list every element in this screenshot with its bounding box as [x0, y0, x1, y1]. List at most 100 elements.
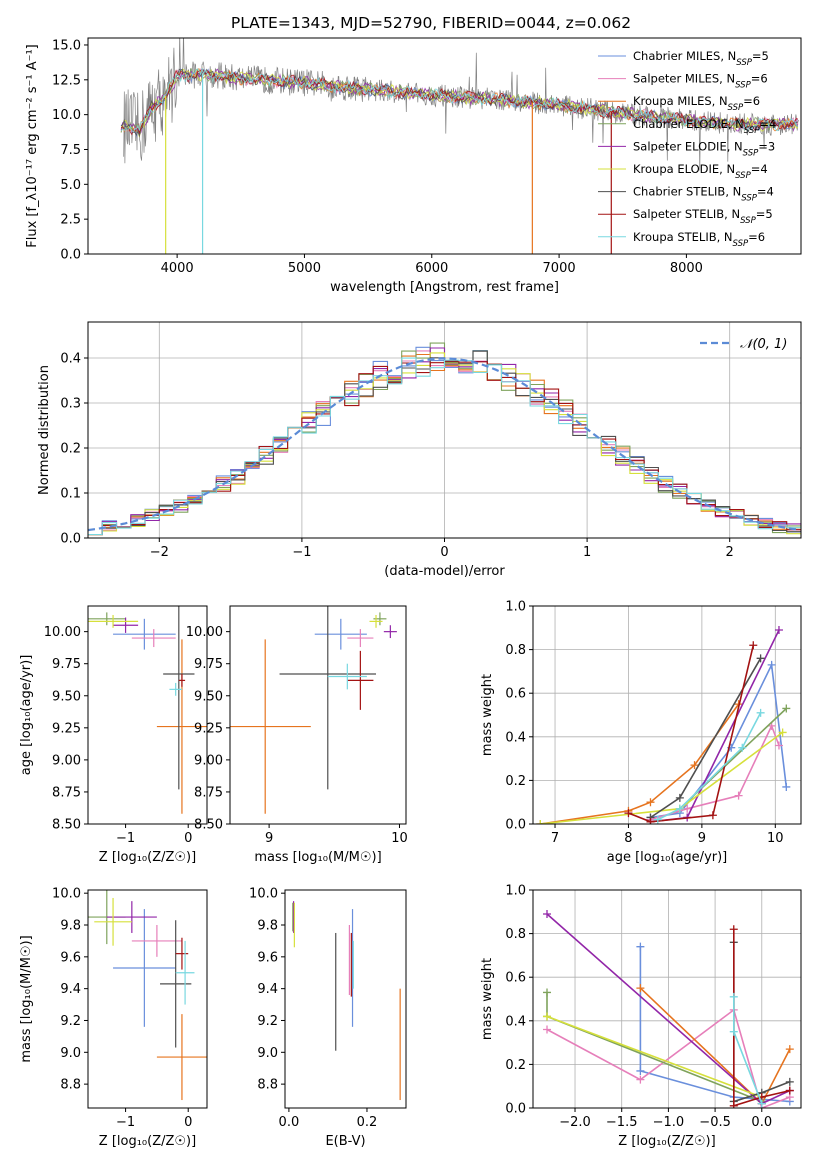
- series-salpeter-stelib: [628, 645, 755, 823]
- y-tick-label: 9.75: [194, 657, 223, 672]
- y-tick-label: 9.6: [257, 950, 278, 965]
- series-kroupa-stelib: [657, 712, 762, 821]
- panel-weight-age: 7 8 9 10 0.0 0.2 0.4 0.6 0.8 1.0 age [log₁₀(age/yr…: [480, 600, 802, 865]
- y-tick-label: 0.4: [505, 1014, 526, 1029]
- y-tick-label: 8.75: [52, 785, 81, 800]
- plot-area: [88, 606, 207, 814]
- series-salpeter-miles-marker: [774, 741, 783, 750]
- series-kroupa-miles-marker: [636, 984, 645, 993]
- x-tick-label: 7000: [543, 261, 576, 276]
- legend-label: Kroupa MILES, NSSP=6: [633, 94, 760, 113]
- y-tick-label: 9.0: [257, 1046, 278, 1061]
- x-axis-label: wavelength [Angstrom, rest frame]: [330, 280, 559, 295]
- y-tick-label: 10.0: [249, 887, 278, 902]
- figure-title: PLATE=1343, MJD=52790, FIBERID=0044, z=0…: [231, 14, 631, 32]
- y-tick-label: 8.8: [257, 1078, 278, 1093]
- y-tick-label: 9.2: [257, 1014, 278, 1029]
- series-chabrier-miles-marker: [767, 660, 776, 669]
- y-tick-label: 0.0: [60, 532, 81, 547]
- series-chabrier-stelib-marker: [756, 654, 765, 663]
- series-salpeter-stelib-marker: [646, 817, 655, 824]
- y-tick-label: 8.8: [60, 1078, 81, 1093]
- y-tick-label: 0.1: [60, 487, 81, 502]
- plot-area: [536, 625, 791, 824]
- panel-weight-z: −2.0 −1.5 −1.0 −0.5 0.0 0.0 0.2 0.4 0.6 0.8 1.0 Z […: [480, 884, 802, 1149]
- x-tick-label: −1: [116, 831, 135, 846]
- plot-area: [230, 606, 397, 814]
- legend-label: Chabrier ELODIE, NSSP=4: [633, 117, 776, 136]
- y-tick-label: 9.8: [257, 919, 278, 934]
- x-axis-label: mass [log₁₀(M/M☉)]: [254, 850, 381, 865]
- series-salpeter-miles-marker: [683, 804, 692, 813]
- axes-frame: [532, 605, 802, 825]
- axes-frame: [87, 605, 208, 825]
- y-tick-label: 5.0: [60, 178, 81, 193]
- panel-z-age: −1 0 8.50 8.75 9.00 9.25 9.50 9.75 10.00 Z [log₁₀…: [19, 605, 208, 865]
- plot-area: [88, 342, 801, 536]
- series-kroupa-elodie-marker: [778, 728, 787, 737]
- x-tick-label: 0.0: [751, 1115, 772, 1130]
- y-axis-label: mass weight: [480, 674, 495, 756]
- y-tick-label: 10.0: [52, 108, 81, 123]
- series-chabrier-miles-marker: [636, 942, 645, 951]
- y-tick-label: 9.75: [52, 657, 81, 672]
- y-tick-label: 1.0: [505, 600, 526, 615]
- x-tick-label: −2: [150, 545, 169, 560]
- y-tick-label: 0.2: [60, 442, 81, 457]
- x-tick-label: −2.0: [559, 1115, 591, 1130]
- x-axis-label: E(B-V): [325, 1134, 365, 1149]
- y-tick-label: 7.5: [60, 143, 81, 158]
- y-tick-label: 12.5: [52, 73, 81, 88]
- x-tick-label: 8: [624, 831, 632, 846]
- series-kroupa-miles-marker: [785, 1045, 794, 1054]
- y-tick-label: 9.50: [194, 689, 223, 704]
- series-salpeter-elodie-marker: [774, 625, 783, 634]
- x-tick-label: 10: [767, 831, 784, 846]
- series-kroupa-stelib-marker: [757, 1099, 766, 1108]
- x-axis-label: Z [log₁₀(Z/Z☉)]: [99, 1134, 196, 1149]
- legend-label: Chabrier MILES, NSSP=5: [633, 49, 769, 68]
- y-axis-label: Flux [f_λ10⁻¹⁷ erg cm⁻² s⁻¹ A⁻¹]: [25, 44, 40, 248]
- series-salpeter-stelib-marker: [624, 809, 633, 818]
- y-tick-label: 9.2: [60, 1014, 81, 1029]
- y-tick-label: 0.6: [505, 971, 526, 986]
- series-chabrier-miles-marker: [782, 782, 791, 791]
- legend-label: Salpeter ELODIE, NSSP=3: [633, 139, 775, 158]
- x-tick-label: −0.5: [699, 1115, 731, 1130]
- x-tick-label: 9: [698, 831, 706, 846]
- y-tick-label: 10.00: [186, 625, 223, 640]
- y-tick-label: 0.2: [505, 1058, 526, 1073]
- y-tick-label: 0.8: [505, 643, 526, 658]
- series-salpeter-miles-marker: [636, 1075, 645, 1084]
- x-tick-label: −1.0: [653, 1115, 685, 1130]
- x-axis-label: age [log₁₀(age/yr)]: [607, 850, 728, 865]
- x-tick-label: 2: [726, 545, 734, 560]
- x-tick-label: 1: [583, 545, 591, 560]
- y-tick-label: 10.0: [52, 887, 81, 902]
- x-tick-label: 0: [184, 1115, 192, 1130]
- legend-label: Kroupa ELODIE, NSSP=4: [633, 162, 768, 181]
- y-tick-label: 9.0: [60, 1046, 81, 1061]
- x-tick-label: 8000: [670, 261, 703, 276]
- series-chabrier-stelib-marker: [675, 793, 684, 802]
- series-kroupa-miles-marker: [690, 761, 699, 770]
- x-axis-label: (data-model)/error: [384, 564, 505, 579]
- x-tick-label: 7: [551, 831, 559, 846]
- series-salpeter-stelib-marker: [785, 1086, 794, 1095]
- x-tick-label: 0.2: [357, 1115, 378, 1130]
- y-tick-label: 8.50: [194, 818, 223, 833]
- y-tick-label: 10.00: [44, 625, 81, 640]
- axes-frame: [532, 889, 802, 1109]
- x-tick-label: 0: [184, 831, 192, 846]
- y-tick-label: 0.2: [505, 774, 526, 789]
- x-tick-label: −1: [292, 545, 311, 560]
- plot-area: [543, 909, 794, 1108]
- x-tick-label: 4000: [161, 261, 194, 276]
- series-kroupa-elodie-marker: [543, 1012, 552, 1021]
- x-tick-label: 9: [265, 831, 273, 846]
- panel-z-mass: −1 0 8.8 9.0 9.2 9.4 9.6 9.8 10.0 Z [log₁₀(Z/Z☉)]…: [19, 887, 208, 1149]
- panel-mass-age: 9 10 8.50 8.75 9.00 9.25 9.50 9.75 10.00 mass [lo…: [186, 605, 408, 865]
- plot-area: [292, 901, 401, 1101]
- model-spectrum-chabrier-stelib: [120, 68, 799, 138]
- series-kroupa-stelib-marker: [729, 992, 738, 1001]
